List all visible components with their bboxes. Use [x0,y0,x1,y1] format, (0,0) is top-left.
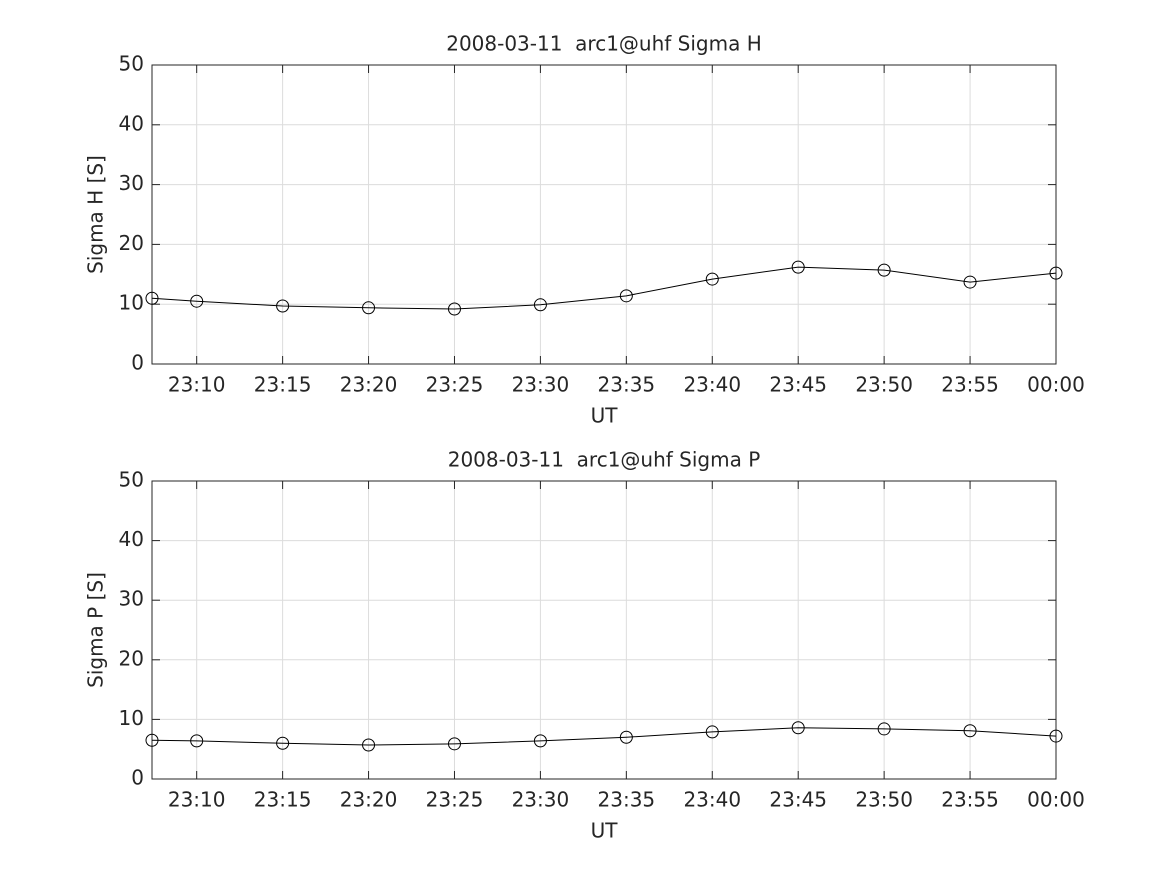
x-tick-label: 00:00 [1027,373,1085,397]
y-tick-label: 30 [119,171,144,195]
data-point [1049,266,1063,280]
x-tick-label: 23:15 [254,788,312,812]
axes-box [151,480,1057,780]
series-line [151,266,1057,310]
data-point [963,724,977,738]
data-point [791,721,805,735]
data-point [190,734,204,748]
x-tick-label: 23:15 [254,373,312,397]
x-tick-label: 23:10 [168,788,226,812]
axes-box [151,64,1057,365]
data-point [190,294,204,308]
plot-area [152,65,1056,364]
y-tick-label: 20 [119,646,144,670]
data-point [533,298,547,312]
x-axis-label: UT [591,404,619,428]
data-point [791,260,805,274]
x-tick-label: 23:55 [941,373,999,397]
y-tick-label: 40 [119,527,144,551]
x-tick-label: 23:50 [855,373,913,397]
data-point [877,263,891,277]
y-tick-label: 20 [119,231,144,255]
data-point [145,291,159,305]
x-tick-label: 23:40 [683,788,741,812]
data-point [362,738,376,752]
y-tick-label: 10 [119,706,144,730]
x-tick-label: 23:55 [941,788,999,812]
x-tick-label: 23:30 [512,788,570,812]
x-tick-label: 23:50 [855,788,913,812]
data-point [1049,729,1063,743]
data-point [705,272,719,286]
y-tick-label: 50 [119,52,144,76]
x-tick-label: 23:45 [769,373,827,397]
x-tick-label: 23:25 [426,788,484,812]
x-tick-label: 23:35 [598,373,656,397]
y-axis-label: Sigma H [S] [84,155,108,274]
x-tick-label: 23:20 [340,788,398,812]
x-tick-label: 23:25 [426,373,484,397]
x-axis-label: UT [591,819,619,843]
x-tick-label: 23:20 [340,373,398,397]
data-point [619,289,633,303]
x-tick-label: 23:10 [168,373,226,397]
y-tick-label: 30 [119,587,144,611]
x-tick-label: 23:40 [683,373,741,397]
data-point [447,737,461,751]
plot-area [152,481,1056,779]
y-tick-label: 50 [119,468,144,492]
data-point [877,722,891,736]
data-point [447,302,461,316]
y-axis-label: Sigma P [S] [84,572,108,688]
y-tick-label: 0 [131,766,144,790]
data-point [276,736,290,750]
x-tick-label: 23:35 [598,788,656,812]
x-tick-label: 23:45 [769,788,827,812]
data-point [963,275,977,289]
x-tick-label: 23:30 [512,373,570,397]
data-point [533,734,547,748]
x-tick-label: 00:00 [1027,788,1085,812]
series-line [151,727,1057,746]
y-tick-label: 10 [119,291,144,315]
data-point [276,299,290,313]
data-point [362,301,376,315]
data-point [145,733,159,747]
data-point [705,725,719,739]
chart-title: 2008-03-11 arc1@uhf Sigma H [446,32,762,56]
data-point [619,730,633,744]
y-tick-label: 0 [131,351,144,375]
chart-title: 2008-03-11 arc1@uhf Sigma P [448,448,761,472]
y-tick-label: 40 [119,111,144,135]
